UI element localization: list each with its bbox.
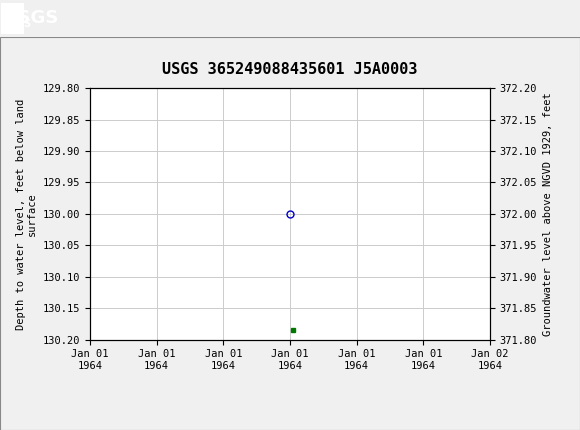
Text: ≈
USGS: ≈ USGS [1,7,31,29]
Text: USGS: USGS [3,9,58,27]
FancyBboxPatch shape [1,3,24,34]
Y-axis label: Groundwater level above NGVD 1929, feet: Groundwater level above NGVD 1929, feet [543,92,553,336]
Text: USGS 365249088435601 J5A0003: USGS 365249088435601 J5A0003 [162,62,418,77]
Y-axis label: Depth to water level, feet below land
surface: Depth to water level, feet below land su… [16,98,37,329]
